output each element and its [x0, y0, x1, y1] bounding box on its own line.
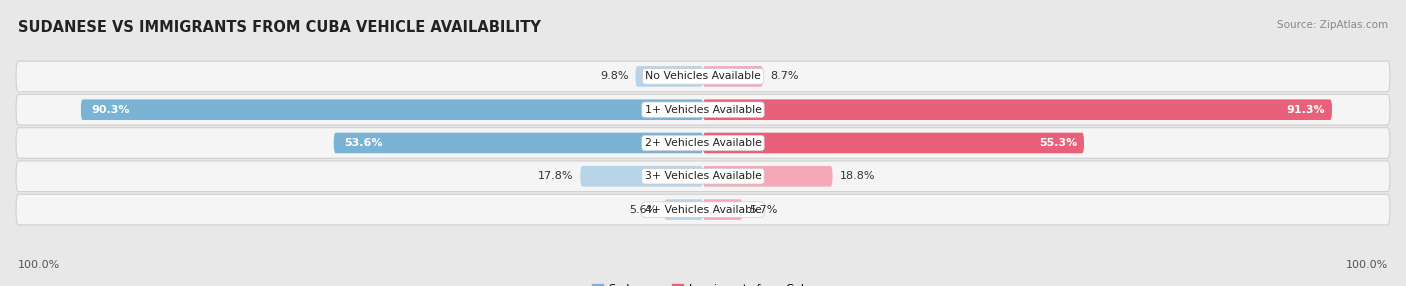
FancyBboxPatch shape: [581, 166, 703, 186]
FancyBboxPatch shape: [15, 194, 1391, 225]
Text: No Vehicles Available: No Vehicles Available: [645, 72, 761, 82]
FancyBboxPatch shape: [703, 199, 742, 220]
Text: 53.6%: 53.6%: [344, 138, 382, 148]
Text: 1+ Vehicles Available: 1+ Vehicles Available: [644, 105, 762, 115]
Text: 90.3%: 90.3%: [91, 105, 129, 115]
Text: Source: ZipAtlas.com: Source: ZipAtlas.com: [1277, 20, 1388, 30]
FancyBboxPatch shape: [665, 199, 703, 220]
FancyBboxPatch shape: [15, 61, 1391, 92]
Text: 100.0%: 100.0%: [1346, 260, 1388, 270]
Text: 100.0%: 100.0%: [18, 260, 60, 270]
Legend: Sudanese, Immigrants from Cuba: Sudanese, Immigrants from Cuba: [588, 279, 818, 286]
FancyBboxPatch shape: [703, 66, 763, 87]
Text: 17.8%: 17.8%: [538, 171, 574, 181]
Text: 2+ Vehicles Available: 2+ Vehicles Available: [644, 138, 762, 148]
Text: 3+ Vehicles Available: 3+ Vehicles Available: [644, 171, 762, 181]
Text: 18.8%: 18.8%: [839, 171, 875, 181]
FancyBboxPatch shape: [15, 94, 1391, 125]
Text: 4+ Vehicles Available: 4+ Vehicles Available: [644, 204, 762, 214]
FancyBboxPatch shape: [636, 66, 703, 87]
Text: 5.6%: 5.6%: [630, 204, 658, 214]
Text: 9.8%: 9.8%: [600, 72, 628, 82]
Text: 5.7%: 5.7%: [749, 204, 778, 214]
FancyBboxPatch shape: [82, 100, 703, 120]
Text: SUDANESE VS IMMIGRANTS FROM CUBA VEHICLE AVAILABILITY: SUDANESE VS IMMIGRANTS FROM CUBA VEHICLE…: [18, 20, 541, 35]
FancyBboxPatch shape: [333, 133, 703, 153]
Text: 8.7%: 8.7%: [770, 72, 799, 82]
Text: 55.3%: 55.3%: [1039, 138, 1077, 148]
FancyBboxPatch shape: [703, 133, 1084, 153]
FancyBboxPatch shape: [703, 100, 1331, 120]
FancyBboxPatch shape: [15, 128, 1391, 158]
FancyBboxPatch shape: [703, 166, 832, 186]
Text: 91.3%: 91.3%: [1286, 105, 1324, 115]
FancyBboxPatch shape: [15, 161, 1391, 192]
